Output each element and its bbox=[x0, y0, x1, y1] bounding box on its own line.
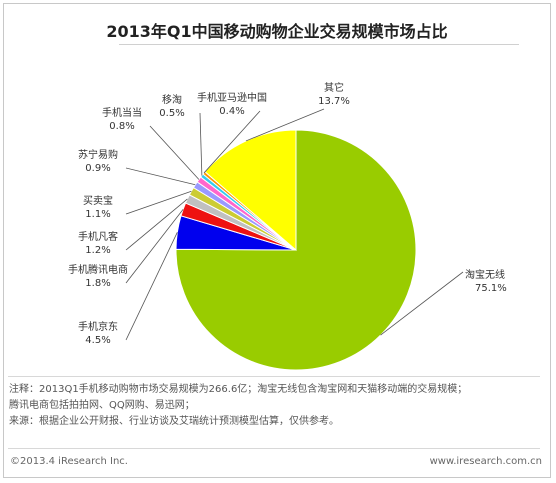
slice-name-label: 手机亚马逊中国 bbox=[197, 91, 267, 104]
slice-value-label: 0.4% bbox=[219, 106, 244, 117]
leader-line bbox=[125, 198, 188, 251]
note-line-3: 来源：根据企业公开财报、行业访谈及艾瑞统计预测模型估算，仅供参考。 bbox=[9, 416, 339, 427]
leader-line bbox=[125, 232, 178, 341]
slice-value-label: 75.1% bbox=[475, 283, 507, 294]
title-divider bbox=[119, 44, 519, 45]
slice-name-label: 手机京东 bbox=[78, 320, 118, 333]
slice-value-label: 0.9% bbox=[85, 163, 110, 174]
copyright-text: ©2013.4 iResearch Inc. bbox=[10, 456, 128, 467]
leader-line bbox=[380, 271, 464, 336]
chart-notes: 注释：2013Q1手机移动购物市场交易规模为266.6亿；淘宝无线包含淘宝网和天… bbox=[9, 382, 539, 430]
slice-value-label: 13.7% bbox=[318, 96, 350, 107]
slice-name-label: 淘宝无线 bbox=[465, 268, 505, 281]
note-line-2: 腾讯电商包括拍拍网、QQ网购、易迅网； bbox=[9, 400, 195, 411]
pie-slices bbox=[175, 129, 417, 371]
slice-name-label: 手机腾讯电商 bbox=[68, 263, 128, 276]
leader-line bbox=[125, 209, 184, 284]
leader-line bbox=[203, 110, 261, 174]
leader-line bbox=[125, 167, 196, 186]
slice-name-label: 买卖宝 bbox=[83, 194, 113, 207]
slice-labels: 淘宝无线 75.1% 手机京东 4.5% 手机腾讯电商 1.8% 手机凡客 1.2% 买卖宝 1.… bbox=[68, 81, 507, 346]
slice-name-label: 手机当当 bbox=[102, 106, 142, 119]
pie-slice bbox=[175, 129, 417, 371]
note-line-1: 注释：2013Q1手机移动购物市场交易规模为266.6亿；淘宝无线包含淘宝网和天… bbox=[9, 384, 468, 395]
leader-line bbox=[125, 190, 192, 215]
website-link[interactable]: www.iresearch.com.cn bbox=[429, 456, 542, 467]
slice-name-label: 移淘 bbox=[162, 93, 182, 106]
leader-line bbox=[149, 125, 200, 180]
slice-name-label: 其它 bbox=[324, 81, 344, 94]
leader-line bbox=[245, 108, 325, 142]
slice-value-label: 0.5% bbox=[159, 108, 184, 119]
slice-name-label: 手机凡客 bbox=[78, 230, 118, 243]
leader-lines bbox=[125, 108, 464, 341]
slice-name-label: 苏宁易购 bbox=[78, 148, 118, 161]
slice-value-label: 1.1% bbox=[85, 209, 110, 220]
notes-divider bbox=[8, 376, 540, 377]
leader-line bbox=[199, 112, 203, 176]
footer-divider bbox=[8, 448, 540, 449]
slice-value-label: 4.5% bbox=[85, 335, 110, 346]
slice-value-label: 0.8% bbox=[109, 121, 134, 132]
chart-title: 2013年Q1中国移动购物企业交易规模市场占比 bbox=[106, 22, 448, 41]
slice-value-label: 1.8% bbox=[85, 278, 110, 289]
slice-value-label: 1.2% bbox=[85, 245, 110, 256]
